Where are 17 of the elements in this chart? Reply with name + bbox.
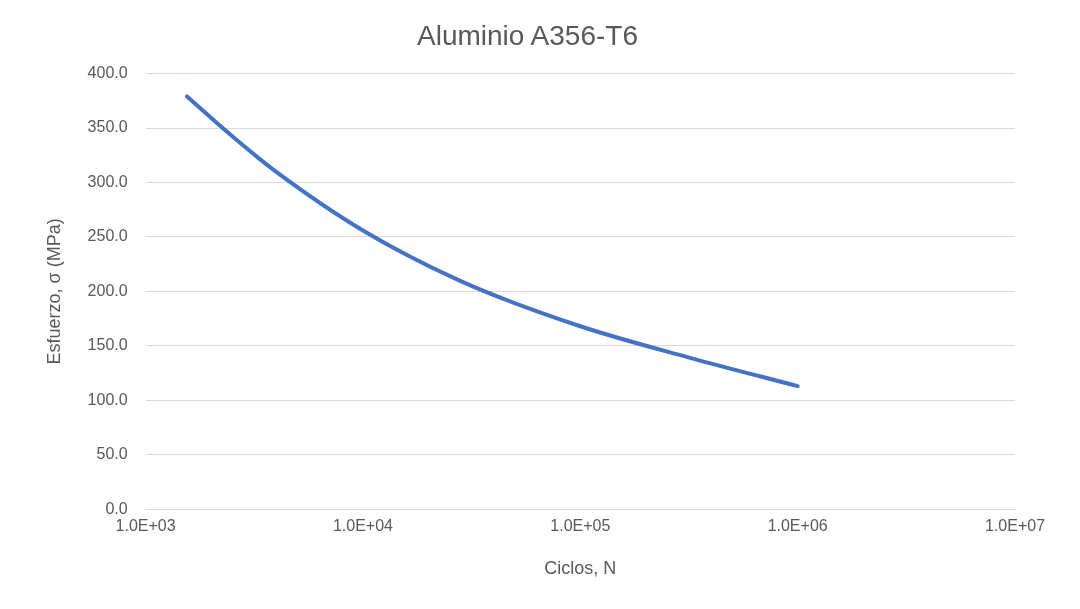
y-tick-label: 300.0 xyxy=(87,172,128,190)
x-axis-title: Ciclos, N xyxy=(544,558,617,579)
x-tick-label: 1.0E+06 xyxy=(767,517,828,535)
x-tick-label: 1.0E+05 xyxy=(550,517,611,535)
y-tick-label: 200.0 xyxy=(87,281,128,299)
y-tick-label: 50.0 xyxy=(96,445,128,463)
x-tick-label: 1.0E+03 xyxy=(115,517,176,535)
y-tick-label: 100.0 xyxy=(87,390,128,408)
y-tick-label: 150.0 xyxy=(87,336,128,354)
y-axis-title: Esfuerzo, σ (MPa) xyxy=(43,218,64,365)
chart-title: Aluminio A356-T6 xyxy=(416,19,639,51)
x-tick-label: 1.0E+07 xyxy=(984,517,1046,535)
y-tick-label: 0.0 xyxy=(105,499,128,517)
y-tick-label: 350.0 xyxy=(87,118,128,136)
y-tick-label: 400.0 xyxy=(87,64,128,82)
x-tick-label: 1.0E+04 xyxy=(332,517,394,535)
y-tick-label: 250.0 xyxy=(87,227,128,245)
